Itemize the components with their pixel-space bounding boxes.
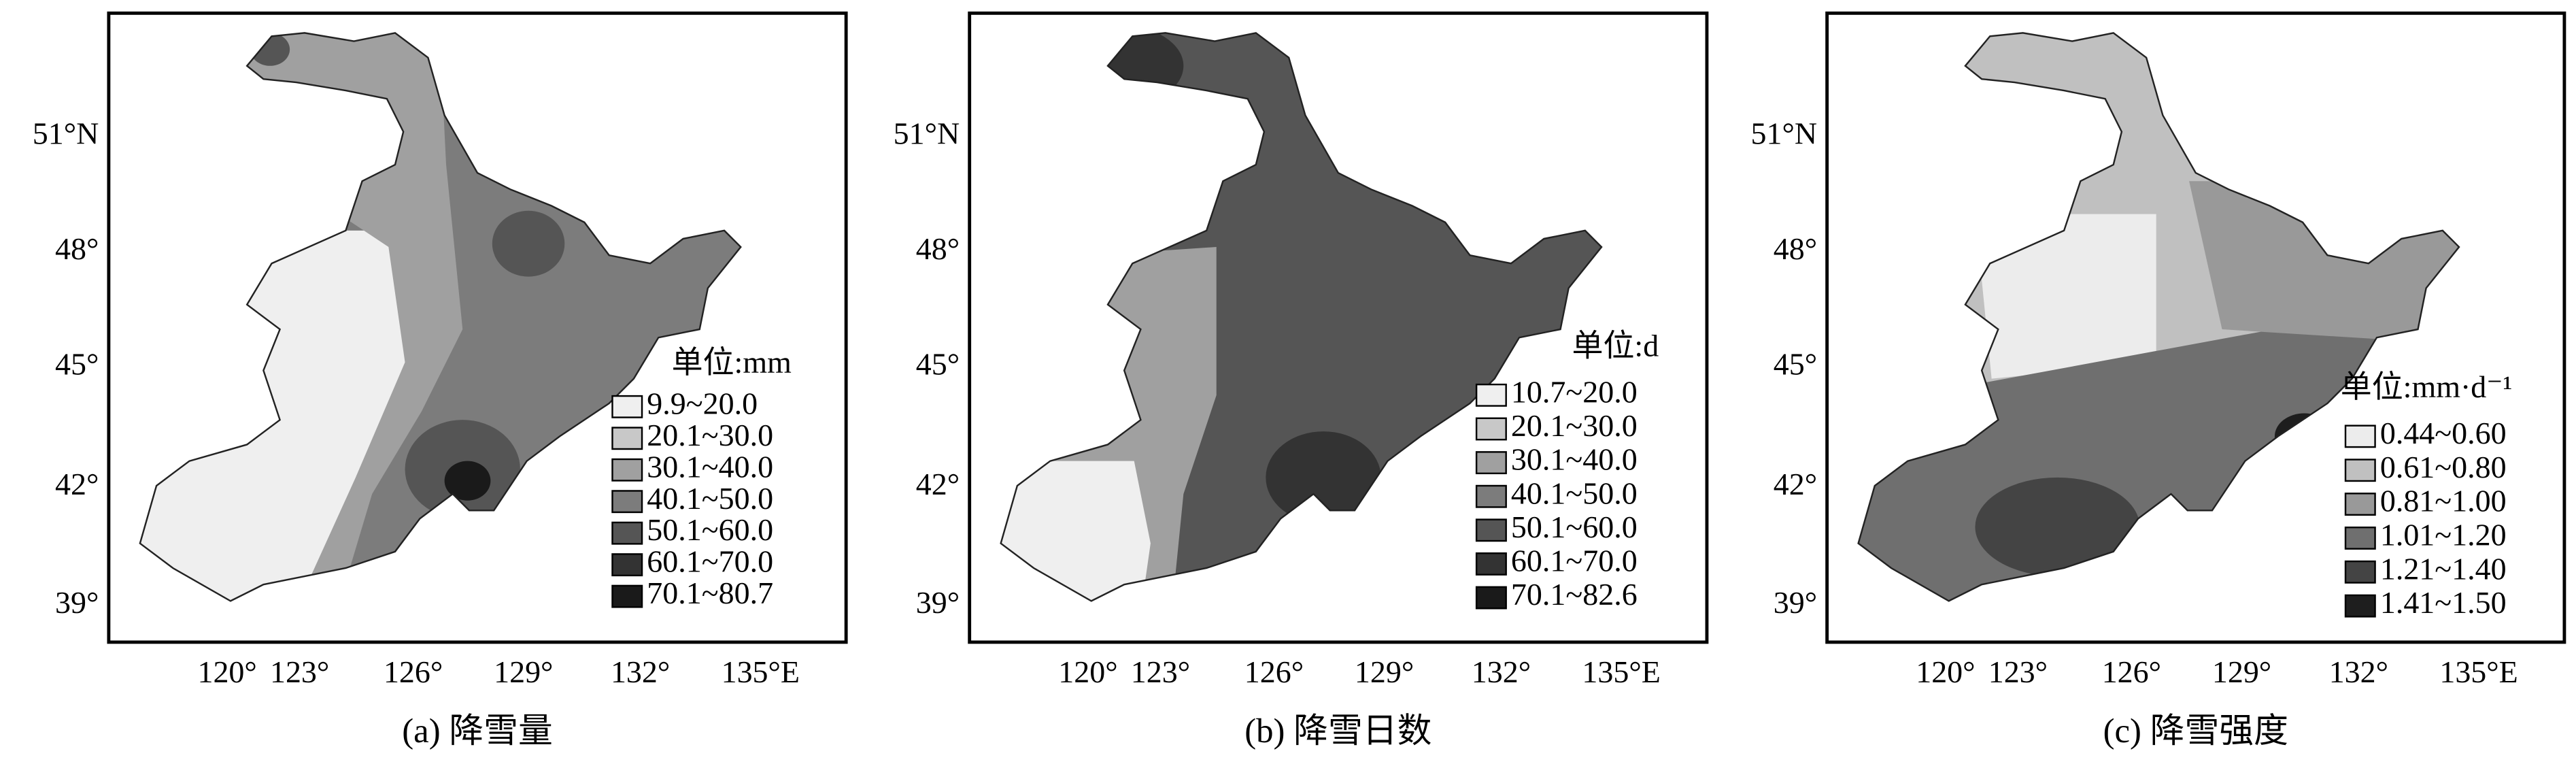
y-tick-label: 39° bbox=[916, 585, 960, 620]
y-tick-label: 45° bbox=[916, 346, 960, 381]
x-tick-label: 126° bbox=[384, 654, 443, 689]
panel: 120° 123° 126° 129° 132° 135°E 51°N 48° 45° 42° 39… bbox=[894, 11, 1709, 750]
legend-label: 50.1~60.0 bbox=[1511, 510, 1638, 544]
legend-label: 30.1~40.0 bbox=[1511, 442, 1638, 477]
legend-swatch bbox=[2344, 493, 2376, 516]
panel: 120° 123° 126° 129° 132° 135°E 51°N 48° 45° 42° 39… bbox=[1751, 11, 2566, 750]
legend-label: 40.1~50.0 bbox=[1511, 476, 1638, 510]
x-tick-label: 132° bbox=[1472, 654, 1531, 689]
legend-unit: 单位:mm·d⁻¹ bbox=[2341, 369, 2513, 404]
y-tick-label: 51°N bbox=[894, 116, 960, 150]
legend-label: 9.9~20.0 bbox=[647, 386, 758, 420]
y-tick-label: 48° bbox=[55, 231, 99, 266]
x-tick-label: 126° bbox=[1244, 654, 1304, 689]
y-tick-label: 48° bbox=[916, 231, 960, 266]
legend-swatch bbox=[611, 490, 643, 514]
legend-swatch bbox=[611, 395, 643, 418]
x-tick-label: 129° bbox=[494, 654, 553, 689]
x-tick-label: 123° bbox=[1988, 654, 2048, 689]
legend-swatch bbox=[1475, 484, 1507, 508]
x-tick-label: 129° bbox=[1355, 654, 1414, 689]
legend-label: 20.1~30.0 bbox=[1511, 408, 1638, 443]
y-tick-label: 45° bbox=[55, 346, 99, 381]
x-tick-label: 123° bbox=[1131, 654, 1190, 689]
legend-swatch bbox=[2344, 459, 2376, 482]
legend-label: 70.1~80.7 bbox=[647, 576, 773, 610]
legend-label: 1.01~1.20 bbox=[2380, 517, 2507, 552]
x-tick-label: 132° bbox=[2329, 654, 2388, 689]
y-tick-label: 42° bbox=[55, 467, 99, 501]
x-tick-label: 123° bbox=[270, 654, 329, 689]
y-tick-label: 51°N bbox=[33, 116, 99, 150]
legend-swatch bbox=[1475, 417, 1507, 441]
legend-label: 0.44~0.60 bbox=[2380, 416, 2507, 450]
x-tick-label: 132° bbox=[611, 654, 670, 689]
caption: (c) 降雪强度 bbox=[2103, 712, 2288, 750]
legend-swatch bbox=[2344, 526, 2376, 550]
legend-swatch bbox=[611, 427, 643, 450]
legend-unit: 单位:d bbox=[1572, 329, 1659, 363]
x-tick-label: 129° bbox=[2212, 654, 2271, 689]
legend-swatch bbox=[2344, 425, 2376, 448]
y-tick-label: 39° bbox=[55, 585, 99, 620]
legend-swatch bbox=[611, 584, 643, 608]
x-tick-label: 120° bbox=[1058, 654, 1117, 689]
legend-label: 1.21~1.40 bbox=[2380, 551, 2507, 586]
y-tick-label: 45° bbox=[1774, 346, 1817, 381]
legend-swatch bbox=[1475, 451, 1507, 475]
frame bbox=[1825, 11, 2566, 644]
x-tick-label: 135°E bbox=[722, 654, 800, 689]
legend-swatch bbox=[1475, 586, 1507, 610]
legend-label: 40.1~50.0 bbox=[647, 481, 773, 516]
x-tick-label: 120° bbox=[197, 654, 256, 689]
legend-label: 20.1~30.0 bbox=[647, 418, 773, 452]
frame bbox=[968, 11, 1709, 644]
legend-swatch bbox=[1475, 383, 1507, 407]
legend-swatch bbox=[1475, 518, 1507, 542]
y-tick-label: 39° bbox=[1774, 585, 1817, 620]
legend-label: 10.7~20.0 bbox=[1511, 374, 1638, 409]
y-tick-label: 48° bbox=[1774, 231, 1817, 266]
legend-label: 60.1~70.0 bbox=[647, 544, 773, 579]
x-tick-label: 126° bbox=[2102, 654, 2161, 689]
legend-label: 0.61~0.80 bbox=[2380, 450, 2507, 484]
legend-swatch bbox=[1475, 552, 1507, 576]
caption: (a) 降雪量 bbox=[402, 712, 553, 750]
legend-label: 70.1~82.6 bbox=[1511, 577, 1638, 612]
legend-swatch bbox=[611, 521, 643, 545]
legend-swatch bbox=[2344, 560, 2376, 584]
legend-label: 30.1~40.0 bbox=[647, 449, 773, 484]
x-tick-label: 120° bbox=[1916, 654, 1975, 689]
y-tick-label: 42° bbox=[916, 467, 960, 501]
y-tick-label: 51°N bbox=[1751, 116, 1818, 150]
legend-swatch bbox=[611, 458, 643, 482]
frame bbox=[107, 11, 848, 644]
y-tick-label: 42° bbox=[1774, 467, 1817, 501]
panel: 120° 123° 126° 129° 132° 135°E 51°N 48° 45° 42° 39… bbox=[33, 11, 848, 750]
legend-label: 0.81~1.00 bbox=[2380, 484, 2507, 518]
x-tick-label: 135°E bbox=[1582, 654, 1660, 689]
legend-label: 1.41~1.50 bbox=[2380, 585, 2507, 620]
x-tick-label: 135°E bbox=[2439, 654, 2518, 689]
legend-label: 50.1~60.0 bbox=[647, 512, 773, 547]
legend-swatch bbox=[611, 553, 643, 577]
legend-swatch bbox=[2344, 594, 2376, 618]
legend-unit: 单位:mm bbox=[672, 345, 792, 380]
caption: (b) 降雪日数 bbox=[1244, 712, 1431, 750]
legend-label: 60.1~70.0 bbox=[1511, 543, 1638, 578]
